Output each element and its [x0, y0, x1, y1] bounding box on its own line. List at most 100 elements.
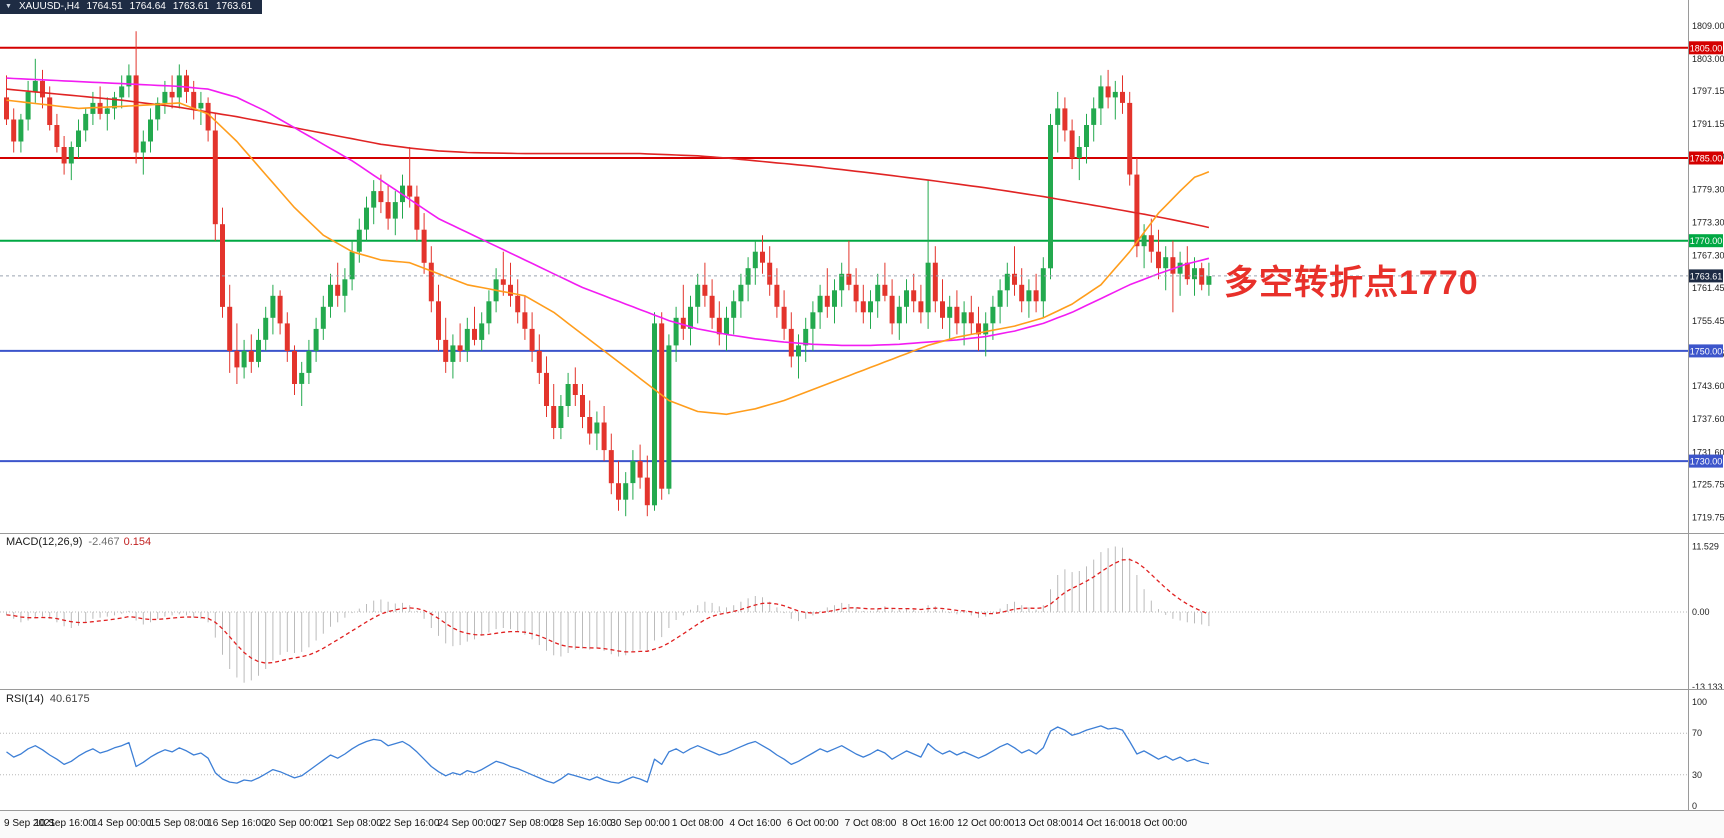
candle-body	[1048, 125, 1053, 269]
price-tag-1805.00	[1689, 41, 1723, 55]
candle-body	[263, 317, 269, 340]
candle-body	[702, 284, 708, 296]
candle-body	[97, 102, 103, 114]
candle-body	[601, 422, 607, 451]
candle-body	[220, 224, 225, 307]
candle-body	[868, 301, 873, 313]
candle-body	[169, 91, 175, 98]
candle-body	[587, 417, 593, 434]
candle-body	[695, 284, 701, 307]
time-axis[interactable]	[0, 810, 1724, 838]
candle-body	[1012, 273, 1017, 285]
candle-body	[256, 339, 261, 362]
candle-body	[270, 295, 276, 318]
time-tick-label: 14 Oct 16:00	[1072, 818, 1130, 829]
candle-body	[241, 350, 247, 368]
candle-body	[1076, 147, 1082, 158]
chart-symbol-bar[interactable]: ▼ XAUUSD-,H4 1764.51 1764.64 1763.61 176…	[0, 0, 263, 14]
candle-body	[515, 295, 521, 313]
candle-body	[68, 147, 74, 164]
candle-body	[824, 295, 830, 307]
time-tick-label: 13 Oct 08:00	[1015, 818, 1073, 829]
candle-body	[580, 395, 585, 417]
candle-body	[1141, 235, 1147, 247]
candle-body	[248, 350, 254, 362]
rsi-value: 40.6175	[49, 693, 90, 705]
macd-tick-label: 11.529	[1692, 541, 1719, 551]
chevron-down-icon[interactable]: ▼	[5, 3, 12, 10]
candle-body	[860, 301, 866, 313]
price-tag-1805.00-text: 1805.00	[1690, 43, 1723, 53]
candle-body	[990, 306, 996, 324]
candle-body	[306, 350, 312, 373]
candle-body	[839, 273, 845, 291]
quote-open: 1764.51	[86, 1, 123, 12]
quote-low: 1763.61	[172, 1, 209, 12]
candle-body	[616, 483, 621, 500]
candle-body	[767, 262, 773, 285]
macd-tick-label: -13.133	[1692, 682, 1723, 692]
time-tick-label: 22 Sep 16:00	[380, 818, 440, 829]
candle-body	[1004, 273, 1010, 291]
candle-body	[536, 350, 542, 373]
price-tick-label: 1719.75	[1692, 513, 1724, 523]
candle-body	[18, 119, 24, 142]
candle-body	[436, 301, 441, 340]
price-tick-label: 1779.30	[1692, 184, 1724, 194]
time-tick-label: 15 Sep 08:00	[150, 818, 210, 829]
price-tick-label: 1767.30	[1692, 251, 1724, 261]
candle-body	[364, 207, 369, 230]
candle-body	[104, 108, 110, 114]
candle-body	[1084, 125, 1089, 147]
price-tag-1730.00	[1689, 454, 1723, 468]
candle-body	[565, 384, 571, 406]
candle-body	[126, 75, 132, 87]
macd-indicator-label: MACD(12,26,9) -2.467 0.154	[6, 536, 151, 548]
candle-body	[637, 461, 643, 478]
candle-body	[522, 312, 528, 329]
macd-name: MACD(12,26,9)	[6, 536, 83, 548]
candle-body	[457, 345, 463, 351]
candle-body	[148, 119, 153, 142]
candle-body	[911, 290, 917, 302]
candle-body	[810, 312, 816, 329]
candle-body	[47, 97, 53, 125]
candle-body	[918, 301, 924, 313]
candle-body	[349, 251, 355, 280]
price-tag-current-text: 1763.61	[1690, 271, 1723, 281]
candle-body	[191, 91, 197, 109]
ma-fast-orange	[6, 99, 1210, 416]
candle-body	[997, 290, 1003, 307]
candle-body	[752, 251, 758, 269]
time-tick-label: 7 Oct 08:00	[845, 818, 897, 829]
candle-body	[954, 306, 960, 324]
price-tick-label: 1731.60	[1692, 447, 1724, 457]
time-tick-label: 12 Oct 00:00	[957, 818, 1015, 829]
price-tag-1785.00	[1689, 151, 1723, 165]
candle-body	[284, 323, 290, 351]
candle-body	[1033, 290, 1039, 302]
candle-body	[630, 461, 636, 484]
candle-body	[745, 268, 751, 285]
candle-body	[1177, 262, 1183, 274]
macd-tick-label: 0.00	[1692, 607, 1710, 617]
candle-body	[313, 328, 319, 351]
time-tick-label: 30 Sep 00:00	[610, 818, 670, 829]
candle-body	[529, 328, 535, 351]
candle-body	[896, 306, 902, 324]
candle-body	[803, 328, 809, 346]
candle-body	[421, 229, 427, 263]
candle-body	[464, 328, 470, 351]
symbol-title: XAUUSD-,H4	[18, 1, 80, 12]
candle-body	[486, 301, 492, 324]
candle-body	[558, 406, 564, 428]
candle-body	[450, 345, 456, 362]
price-tag-1770.00-text: 1770.00	[1690, 236, 1723, 246]
candle-body	[54, 125, 60, 147]
candle-body	[342, 279, 348, 296]
candle-body	[889, 295, 895, 324]
candle-body	[688, 306, 693, 329]
candle-body	[1127, 102, 1133, 175]
candle-body	[846, 273, 852, 285]
